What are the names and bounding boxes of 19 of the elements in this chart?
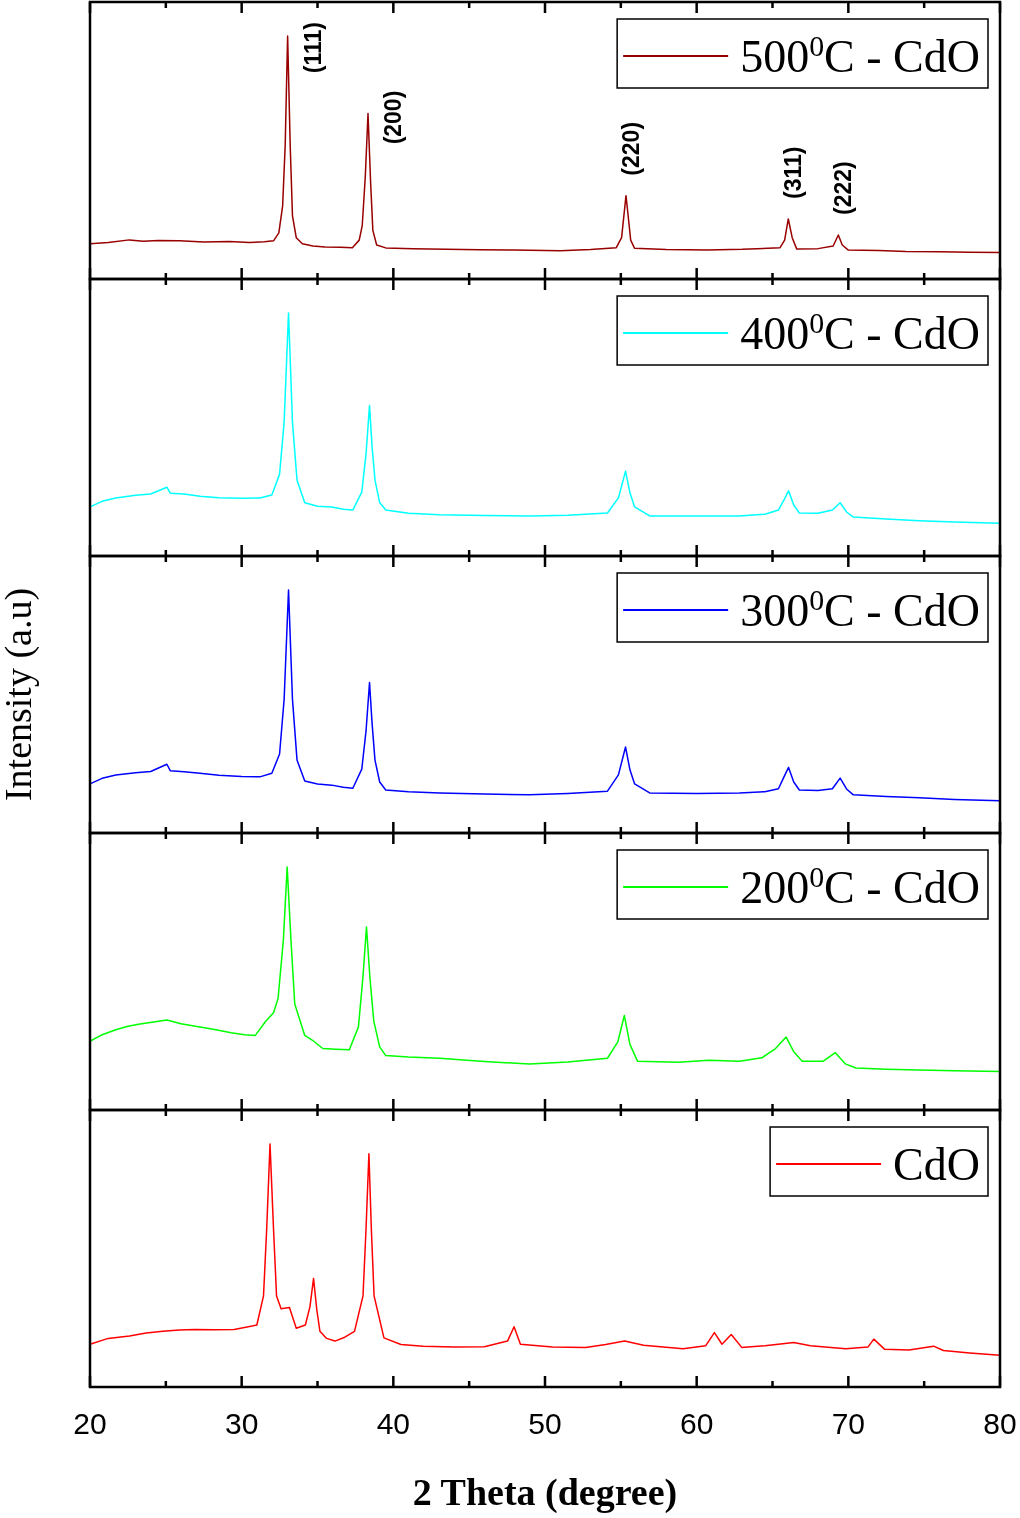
x-tick-label: 70 bbox=[831, 1407, 866, 1440]
x-tick-label: 60 bbox=[679, 1407, 714, 1440]
x-tick-label: 50 bbox=[528, 1407, 562, 1440]
annotation: (220) bbox=[617, 121, 644, 176]
legend-label: 400$^{0}$C - CdO bbox=[740, 305, 980, 359]
annotation: (200) bbox=[380, 90, 407, 145]
legend-label: 200$^{0}$C - CdO bbox=[740, 859, 980, 913]
y-axis-title: Intensity (a.u) bbox=[0, 587, 40, 802]
annotation: (222) bbox=[830, 161, 857, 216]
annotation: (111) bbox=[299, 22, 326, 74]
annotation: (311) bbox=[780, 146, 807, 199]
x-tick-label: 40 bbox=[376, 1407, 411, 1440]
legend-label: CdO bbox=[893, 1139, 980, 1190]
x-tick-label: 80 bbox=[983, 1407, 1017, 1440]
x-tick-label: 30 bbox=[224, 1407, 259, 1440]
x-tick-label: 20 bbox=[73, 1407, 107, 1440]
legend-label: 500$^{0}$C - CdO bbox=[740, 28, 980, 82]
x-axis-title: 2 Theta (degree) bbox=[412, 1471, 678, 1514]
legend-label: 300$^{0}$C - CdO bbox=[740, 582, 980, 636]
